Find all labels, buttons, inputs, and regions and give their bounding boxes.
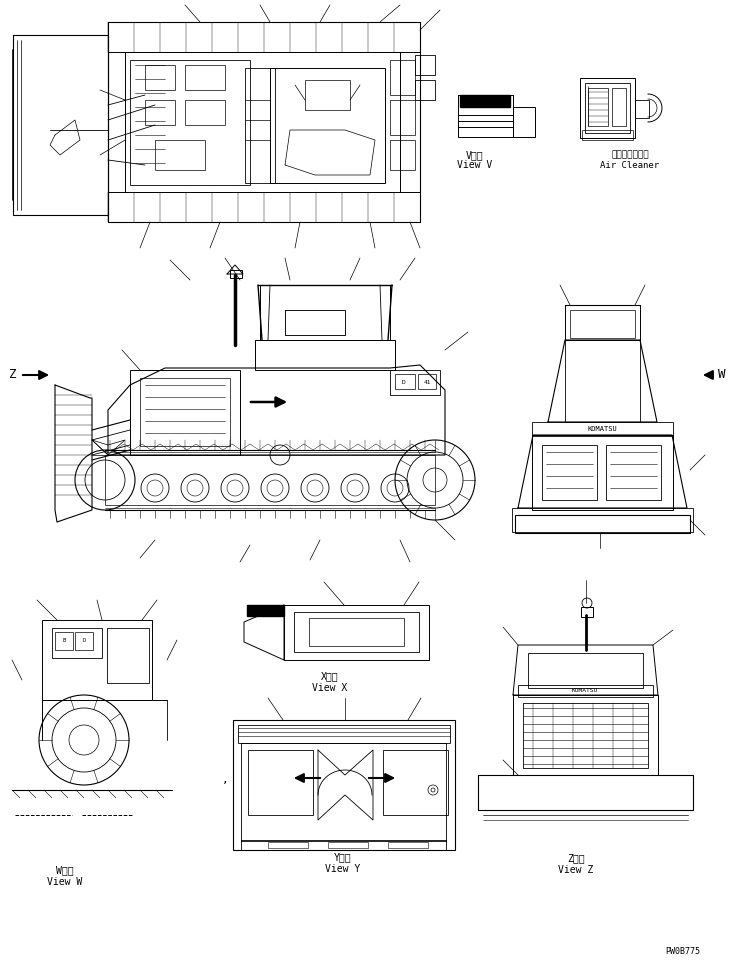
Polygon shape: [460, 95, 510, 107]
Text: PW0B775: PW0B775: [665, 948, 700, 956]
Bar: [606, 445, 661, 500]
Bar: [390, 100, 415, 135]
Bar: [565, 305, 640, 340]
Text: W: W: [718, 368, 726, 382]
Bar: [268, 842, 308, 848]
Bar: [105, 455, 435, 505]
Bar: [285, 310, 345, 335]
Bar: [248, 750, 313, 815]
Bar: [255, 340, 395, 370]
Text: 41: 41: [423, 380, 431, 384]
Text: B: B: [62, 639, 66, 643]
Bar: [415, 80, 435, 100]
Text: Y　視: Y 視: [334, 852, 352, 862]
Polygon shape: [247, 605, 284, 616]
Bar: [309, 618, 404, 646]
Bar: [108, 192, 420, 222]
Bar: [532, 435, 673, 510]
Bar: [294, 612, 419, 652]
Bar: [588, 88, 608, 126]
Bar: [52, 628, 102, 658]
Bar: [328, 842, 368, 848]
Bar: [305, 80, 350, 110]
Bar: [260, 285, 390, 340]
Bar: [513, 107, 535, 137]
Bar: [390, 370, 440, 395]
Bar: [284, 605, 429, 660]
Bar: [75, 632, 93, 650]
Bar: [185, 100, 225, 125]
Text: エアークリーナ: エアークリーナ: [611, 151, 649, 159]
Bar: [532, 422, 673, 436]
Bar: [582, 130, 633, 140]
Bar: [390, 60, 415, 95]
Bar: [108, 22, 420, 222]
Bar: [635, 100, 649, 118]
Bar: [515, 515, 690, 533]
Text: KOMATSU: KOMATSU: [587, 426, 617, 432]
Text: View Z: View Z: [558, 865, 593, 875]
Bar: [580, 78, 635, 138]
Text: View V: View V: [458, 160, 493, 170]
Bar: [107, 628, 149, 683]
Bar: [241, 743, 446, 841]
Text: V　視: V 視: [466, 150, 484, 160]
Bar: [125, 52, 400, 192]
Bar: [42, 620, 152, 700]
Bar: [230, 270, 242, 278]
Bar: [383, 750, 448, 815]
Text: W　視: W 視: [56, 865, 74, 875]
Bar: [542, 445, 597, 500]
Bar: [513, 695, 658, 775]
Bar: [145, 100, 175, 125]
Bar: [512, 508, 693, 532]
Bar: [612, 88, 626, 126]
Bar: [140, 378, 230, 446]
Bar: [523, 703, 648, 768]
Text: D: D: [82, 639, 85, 643]
Bar: [145, 65, 175, 90]
Text: Air Cleaner: Air Cleaner: [601, 161, 660, 171]
Bar: [415, 55, 435, 75]
Bar: [233, 720, 455, 850]
Text: ,: ,: [222, 775, 228, 785]
Text: View W: View W: [47, 877, 82, 887]
Bar: [55, 632, 73, 650]
Text: KOMATSU: KOMATSU: [572, 689, 598, 694]
Bar: [388, 842, 428, 848]
Bar: [528, 653, 643, 688]
Bar: [245, 68, 275, 183]
Bar: [565, 340, 640, 422]
Bar: [270, 68, 385, 183]
Bar: [390, 140, 415, 170]
Text: Z: Z: [9, 368, 17, 382]
Bar: [155, 140, 205, 170]
Bar: [570, 310, 635, 338]
Bar: [185, 65, 225, 90]
Bar: [395, 374, 415, 389]
Text: D: D: [402, 380, 406, 384]
Text: View X: View X: [312, 683, 347, 693]
Bar: [241, 840, 446, 850]
Bar: [581, 607, 593, 617]
Text: View Y: View Y: [326, 864, 361, 874]
Text: Z　視: Z 視: [567, 853, 585, 863]
Bar: [518, 685, 653, 697]
Bar: [108, 22, 420, 52]
Bar: [418, 374, 436, 389]
Bar: [585, 83, 630, 133]
Text: X　視: X 視: [321, 671, 339, 681]
Bar: [130, 370, 240, 455]
Bar: [238, 725, 450, 743]
Bar: [130, 60, 250, 185]
